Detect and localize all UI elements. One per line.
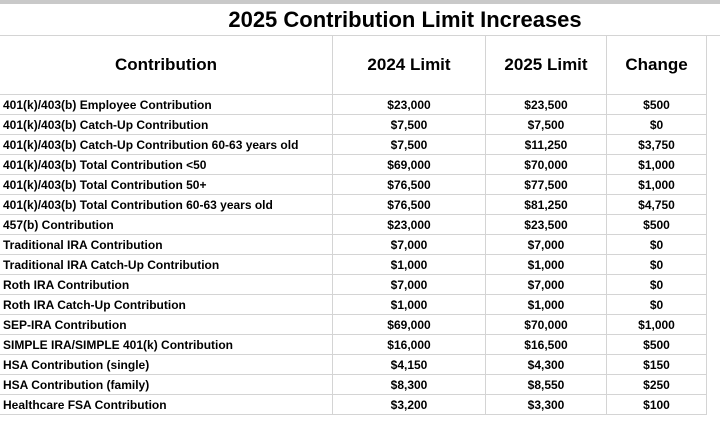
cell-2025-limit: $70,000	[486, 315, 607, 335]
cell-contribution-label: SEP-IRA Contribution	[0, 315, 333, 335]
cell-change: $3,750	[607, 135, 707, 155]
table-body: 401(k)/403(b) Employee Contribution $23,…	[0, 95, 707, 415]
header-change: Change	[607, 36, 707, 95]
cell-2024-limit: $23,000	[333, 215, 486, 235]
table-row: 401(k)/403(b) Employee Contribution $23,…	[0, 95, 707, 115]
table-row: SIMPLE IRA/SIMPLE 401(k) Contribution $1…	[0, 335, 707, 355]
cell-2025-limit: $77,500	[486, 175, 607, 195]
cell-change: $500	[607, 95, 707, 115]
cell-contribution-label: Healthcare FSA Contribution	[0, 395, 333, 415]
cell-contribution-label: Roth IRA Catch-Up Contribution	[0, 295, 333, 315]
cell-change: $4,750	[607, 195, 707, 215]
cell-2024-limit: $7,500	[333, 135, 486, 155]
cell-contribution-label: 401(k)/403(b) Total Contribution 60-63 y…	[0, 195, 333, 215]
cell-change: $1,000	[607, 315, 707, 335]
top-edge-strip	[0, 0, 720, 4]
table-row: 401(k)/403(b) Catch-Up Contribution 60-6…	[0, 135, 707, 155]
cell-2024-limit: $76,500	[333, 195, 486, 215]
table-row: Healthcare FSA Contribution $3,200 $3,30…	[0, 395, 707, 415]
cell-2025-limit: $11,250	[486, 135, 607, 155]
table-row: 401(k)/403(b) Total Contribution <50 $69…	[0, 155, 707, 175]
cell-change: $1,000	[607, 155, 707, 175]
table-header-row: Contribution 2024 Limit 2025 Limit Chang…	[0, 36, 707, 95]
cell-2025-limit: $4,300	[486, 355, 607, 375]
cell-change: $0	[607, 275, 707, 295]
cell-contribution-label: HSA Contribution (family)	[0, 375, 333, 395]
cell-2024-limit: $8,300	[333, 375, 486, 395]
header-contribution: Contribution	[0, 36, 333, 95]
cell-2024-limit: $16,000	[333, 335, 486, 355]
contribution-limits-table: Contribution 2024 Limit 2025 Limit Chang…	[0, 36, 707, 415]
table-row: Traditional IRA Catch-Up Contribution $1…	[0, 255, 707, 275]
cell-2024-limit: $7,000	[333, 275, 486, 295]
cell-2024-limit: $4,150	[333, 355, 486, 375]
header-2024-limit: 2024 Limit	[333, 36, 486, 95]
table-row: 401(k)/403(b) Total Contribution 50+ $76…	[0, 175, 707, 195]
cell-2024-limit: $3,200	[333, 395, 486, 415]
cell-2025-limit: $1,000	[486, 255, 607, 275]
cell-2025-limit: $7,000	[486, 235, 607, 255]
cell-change: $100	[607, 395, 707, 415]
table-row: Roth IRA Contribution $7,000 $7,000 $0	[0, 275, 707, 295]
table-row: 457(b) Contribution $23,000 $23,500 $500	[0, 215, 707, 235]
cell-contribution-label: 457(b) Contribution	[0, 215, 333, 235]
cell-contribution-label: 401(k)/403(b) Catch-Up Contribution 60-6…	[0, 135, 333, 155]
table-row: SEP-IRA Contribution $69,000 $70,000 $1,…	[0, 315, 707, 335]
cell-2024-limit: $7,000	[333, 235, 486, 255]
cell-contribution-label: Traditional IRA Contribution	[0, 235, 333, 255]
cell-2024-limit: $23,000	[333, 95, 486, 115]
cell-2024-limit: $7,500	[333, 115, 486, 135]
table-row: 401(k)/403(b) Catch-Up Contribution $7,5…	[0, 115, 707, 135]
cell-2025-limit: $7,000	[486, 275, 607, 295]
table-row: HSA Contribution (single) $4,150 $4,300 …	[0, 355, 707, 375]
cell-2025-limit: $81,250	[486, 195, 607, 215]
cell-2025-limit: $3,300	[486, 395, 607, 415]
cell-2024-limit: $1,000	[333, 255, 486, 275]
cell-2025-limit: $23,500	[486, 95, 607, 115]
cell-2025-limit: $16,500	[486, 335, 607, 355]
table-row: HSA Contribution (family) $8,300 $8,550 …	[0, 375, 707, 395]
cell-2025-limit: $23,500	[486, 215, 607, 235]
cell-change: $250	[607, 375, 707, 395]
cell-change: $0	[607, 295, 707, 315]
cell-contribution-label: 401(k)/403(b) Employee Contribution	[0, 95, 333, 115]
cell-2024-limit: $76,500	[333, 175, 486, 195]
cell-contribution-label: Traditional IRA Catch-Up Contribution	[0, 255, 333, 275]
cell-2025-limit: $7,500	[486, 115, 607, 135]
table-row: 401(k)/403(b) Total Contribution 60-63 y…	[0, 195, 707, 215]
cell-2024-limit: $69,000	[333, 315, 486, 335]
cell-contribution-label: 401(k)/403(b) Total Contribution <50	[0, 155, 333, 175]
cell-contribution-label: 401(k)/403(b) Catch-Up Contribution	[0, 115, 333, 135]
cell-change: $0	[607, 235, 707, 255]
cell-contribution-label: SIMPLE IRA/SIMPLE 401(k) Contribution	[0, 335, 333, 355]
table-row: Traditional IRA Contribution $7,000 $7,0…	[0, 235, 707, 255]
cell-change: $0	[607, 115, 707, 135]
cell-2025-limit: $1,000	[486, 295, 607, 315]
title-row: 2025 Contribution Limit Increases	[0, 4, 720, 36]
header-2025-limit: 2025 Limit	[486, 36, 607, 95]
cell-change: $1,000	[607, 175, 707, 195]
cell-change: $0	[607, 255, 707, 275]
cell-2025-limit: $70,000	[486, 155, 607, 175]
table-row: Roth IRA Catch-Up Contribution $1,000 $1…	[0, 295, 707, 315]
cell-2024-limit: $1,000	[333, 295, 486, 315]
cell-change: $500	[607, 335, 707, 355]
cell-change: $500	[607, 215, 707, 235]
page-title: 2025 Contribution Limit Increases	[228, 7, 582, 32]
cell-2025-limit: $8,550	[486, 375, 607, 395]
cell-contribution-label: HSA Contribution (single)	[0, 355, 333, 375]
cell-contribution-label: 401(k)/403(b) Total Contribution 50+	[0, 175, 333, 195]
cell-2024-limit: $69,000	[333, 155, 486, 175]
cell-change: $150	[607, 355, 707, 375]
cell-contribution-label: Roth IRA Contribution	[0, 275, 333, 295]
